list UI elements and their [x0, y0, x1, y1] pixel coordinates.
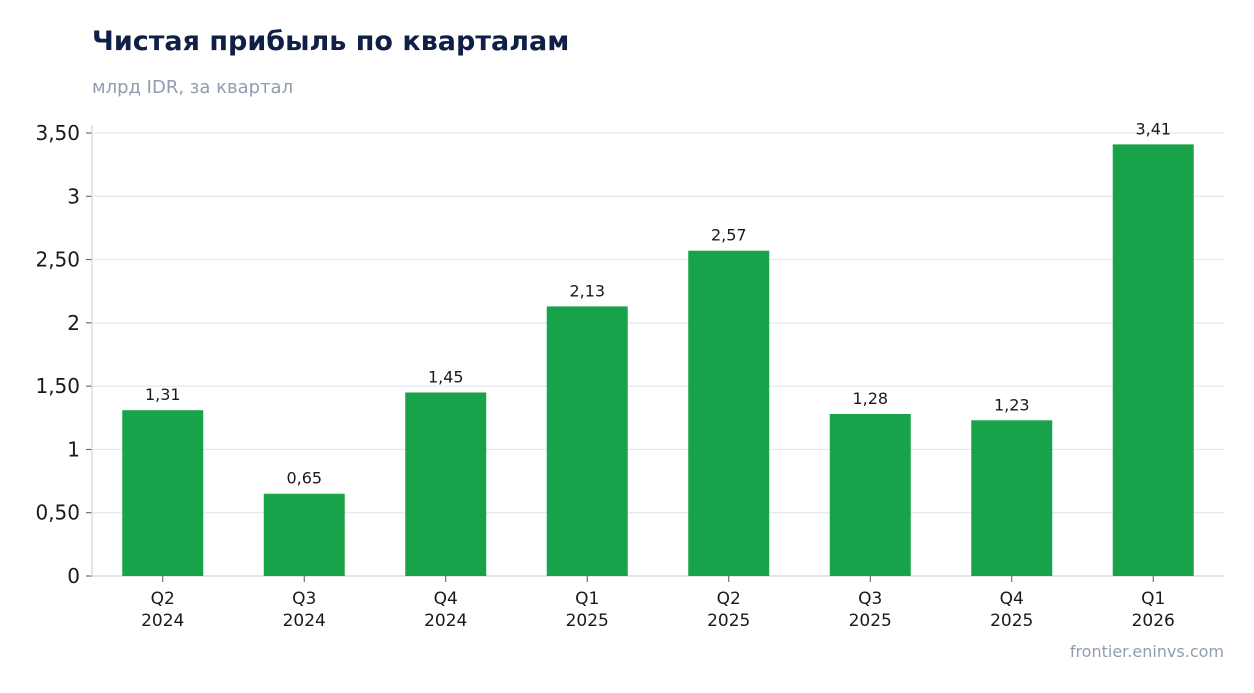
bars [122, 144, 1194, 577]
bar[interactable] [405, 392, 487, 576]
y-tick-label: 0 [67, 564, 80, 588]
x-tick-label: Q1 [1141, 589, 1165, 609]
y-tick-label: 2 [67, 311, 80, 335]
chart-title: Чистая прибыль по кварталам [92, 26, 570, 57]
y-tick-label: 3,50 [35, 121, 80, 145]
x-tick-label: Q3 [292, 589, 316, 609]
bar-value-label: 2,57 [711, 226, 747, 245]
y-tick-label: 2,50 [35, 248, 80, 272]
bar[interactable] [263, 493, 345, 576]
source-link[interactable]: frontier.eninvs.com [1069, 642, 1224, 661]
x-tick-label: 2025 [566, 611, 609, 631]
x-tick-label: Q3 [858, 589, 882, 609]
bar[interactable] [971, 420, 1053, 576]
x-tick-label: 2025 [849, 611, 892, 631]
y-tick-label: 3 [67, 184, 80, 208]
x-tick-label: Q1 [575, 589, 599, 609]
x-tick-label: Q2 [717, 589, 741, 609]
bar[interactable] [546, 306, 628, 576]
bar-value-label: 2,13 [569, 281, 605, 300]
x-tick-label: 2024 [283, 611, 326, 631]
bar-value-label: 3,41 [1135, 119, 1171, 138]
x-tick-label: 2025 [990, 611, 1033, 631]
y-tick-label: 1 [67, 437, 80, 461]
x-tick-label: Q4 [434, 589, 458, 609]
bar[interactable] [688, 250, 770, 576]
labels: 00,5011,5022,5033,501,31Q220240,65Q32024… [35, 119, 1174, 631]
axes [86, 125, 1224, 582]
bar-value-label: 1,28 [852, 389, 888, 408]
y-tick-label: 0,50 [35, 501, 80, 525]
x-tick-label: 2025 [707, 611, 750, 631]
x-tick-label: Q2 [151, 589, 175, 609]
x-tick-label: 2024 [141, 611, 184, 631]
x-tick-label: Q4 [1000, 589, 1024, 609]
x-tick-label: 2026 [1132, 611, 1175, 631]
gridlines [92, 132, 1224, 514]
bar[interactable] [829, 413, 911, 576]
y-tick-label: 1,50 [35, 374, 80, 398]
bar[interactable] [122, 410, 204, 576]
bar[interactable] [1112, 144, 1194, 577]
chart-subtitle: млрд IDR, за квартал [92, 77, 294, 98]
bar-value-label: 1,45 [428, 367, 464, 386]
bar-value-label: 1,23 [994, 395, 1030, 414]
bar-value-label: 0,65 [286, 469, 322, 488]
bar-value-label: 1,31 [145, 385, 181, 404]
x-tick-label: 2024 [424, 611, 467, 631]
